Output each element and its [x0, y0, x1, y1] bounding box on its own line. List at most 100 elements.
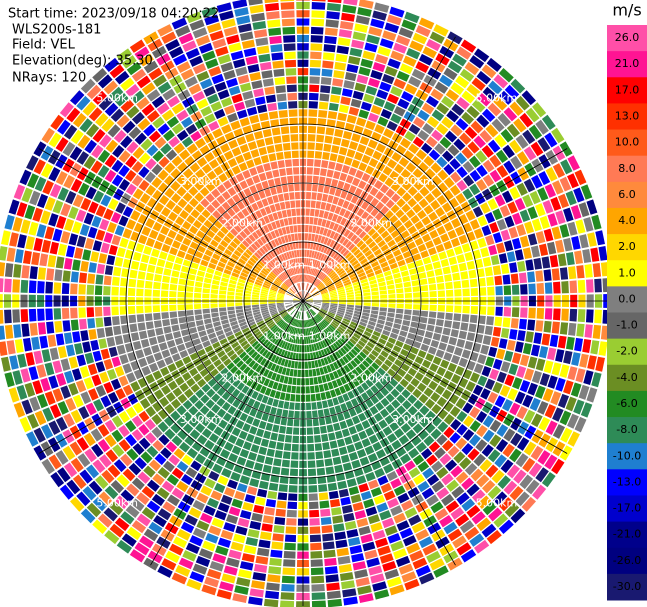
range-gate	[530, 344, 541, 357]
range-gate	[377, 116, 389, 127]
range-gate	[245, 316, 254, 321]
range-gate	[353, 346, 361, 354]
range-gate	[266, 232, 274, 241]
range-gate	[86, 307, 95, 318]
range-gate	[12, 279, 21, 293]
range-gate	[569, 280, 578, 294]
range-gate	[182, 220, 192, 231]
range-gate	[54, 320, 63, 333]
range-gate	[419, 186, 430, 197]
range-gate	[396, 70, 410, 82]
range-gate	[122, 468, 136, 482]
range-gate	[480, 202, 491, 214]
range-gate	[346, 231, 355, 240]
range-gate	[452, 272, 461, 281]
range-gate	[498, 68, 514, 83]
colorbar-band	[607, 286, 647, 313]
range-gate	[271, 127, 281, 136]
range-gate	[162, 460, 175, 473]
range-gate	[24, 382, 36, 398]
range-gate	[426, 474, 440, 486]
range-gate	[468, 269, 477, 279]
range-gate	[306, 427, 314, 435]
range-gate	[535, 119, 549, 135]
range-gate	[388, 303, 396, 308]
range-gate	[541, 114, 556, 131]
range-gate	[152, 305, 161, 313]
range-gate	[227, 306, 235, 311]
range-gate	[374, 467, 385, 478]
range-gate	[212, 38, 227, 49]
range-gate	[232, 0, 248, 9]
range-gate	[390, 182, 401, 192]
range-gate	[338, 563, 353, 573]
range-gate	[313, 343, 318, 351]
range-gate	[412, 454, 425, 466]
range-gate	[341, 276, 350, 282]
range-gate	[171, 487, 185, 500]
azimuth-line	[150, 36, 456, 566]
range-gate	[248, 0, 263, 6]
range-gate	[476, 324, 485, 334]
range-gate	[251, 362, 260, 371]
range-gate	[179, 209, 189, 220]
range-gate	[284, 333, 290, 341]
range-gate	[49, 241, 59, 255]
range-gate	[584, 324, 593, 338]
range-gate	[91, 144, 104, 159]
range-gate	[372, 581, 387, 592]
range-gate	[461, 442, 474, 456]
range-gate	[595, 356, 605, 372]
range-gate	[520, 284, 528, 295]
colorbar-band	[607, 417, 647, 444]
range-gate	[263, 430, 272, 440]
range-gate	[296, 292, 302, 299]
range-gate	[291, 267, 296, 275]
range-gate	[329, 94, 341, 104]
range-gate	[228, 453, 239, 463]
colorbar-tick-label: 10.0	[615, 136, 640, 149]
range-gate	[324, 317, 331, 324]
range-gate	[473, 539, 490, 554]
range-gate	[561, 281, 569, 294]
range-gate	[83, 432, 96, 447]
range-gate	[200, 105, 213, 117]
range-gate	[114, 225, 125, 236]
range-gate	[342, 249, 350, 257]
range-gate	[131, 174, 143, 187]
range-gate	[361, 438, 371, 448]
range-gate	[551, 127, 565, 144]
range-gate	[85, 123, 100, 138]
range-gate	[332, 276, 340, 283]
range-gate	[434, 268, 443, 276]
range-gate	[322, 228, 329, 236]
range-gate	[215, 46, 229, 57]
range-gate	[249, 272, 257, 279]
range-gate	[290, 460, 299, 468]
range-gate	[504, 502, 520, 518]
range-gate	[389, 6, 405, 18]
range-gate	[189, 55, 204, 67]
range-gate	[243, 296, 251, 300]
range-gate	[469, 406, 481, 419]
range-gate	[559, 176, 572, 192]
range-gate	[286, 260, 291, 268]
range-gate	[250, 444, 260, 453]
range-gate	[330, 273, 338, 279]
range-gate	[0, 309, 4, 324]
range-gate	[470, 287, 479, 297]
range-gate	[309, 518, 320, 526]
range-gate	[48, 132, 62, 148]
range-gate	[379, 38, 394, 49]
range-gate	[336, 225, 343, 233]
range-gate	[50, 471, 65, 488]
range-gate	[270, 310, 278, 315]
range-gate	[524, 368, 535, 381]
range-gate	[455, 471, 469, 484]
range-gate	[330, 344, 337, 352]
range-gate	[12, 370, 23, 385]
range-gate	[334, 280, 342, 286]
range-gate	[421, 216, 431, 226]
range-gate	[252, 328, 260, 335]
range-gate	[205, 193, 215, 203]
